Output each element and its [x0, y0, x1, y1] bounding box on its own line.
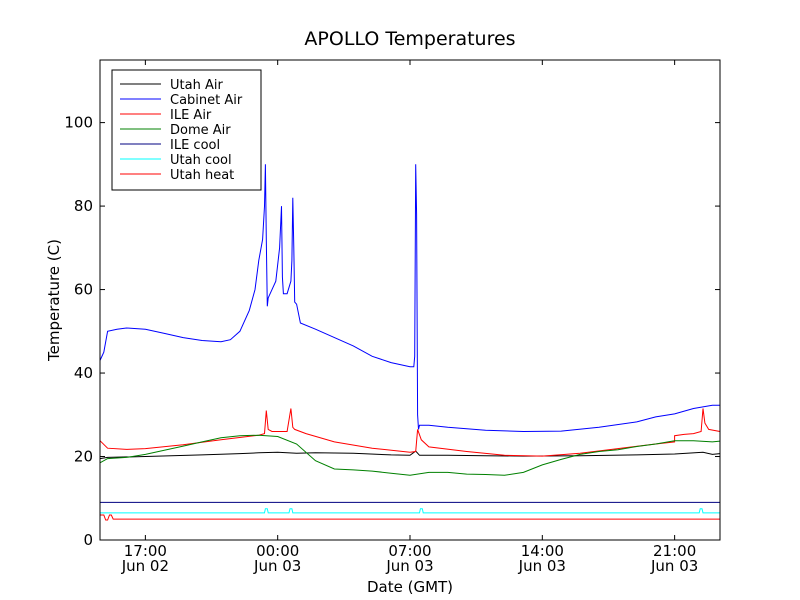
series-line-dome-air	[99, 434, 721, 476]
series-line-utah-heat	[100, 514, 720, 521]
legend-label: Utah heat	[170, 168, 234, 183]
x-tick-label-time: 17:00	[124, 542, 167, 560]
series-line-utah-air	[99, 450, 721, 460]
legend-label: Utah Air	[170, 78, 223, 93]
x-tick-label-date: Jun 02	[121, 557, 169, 575]
legend-label: Dome Air	[170, 123, 231, 138]
legend-box	[111, 69, 262, 191]
y-tick-label: 20	[74, 448, 93, 466]
y-tick-label: 0	[83, 531, 93, 549]
x-tick-label-time: 14:00	[521, 542, 564, 560]
x-axis-label: Date (GMT)	[367, 578, 453, 596]
x-tick-label-time: 07:00	[388, 542, 431, 560]
legend-label: ILE cool	[170, 138, 220, 153]
y-tick-label: 60	[74, 281, 93, 299]
x-tick-label-date: Jun 03	[253, 557, 301, 575]
legend-label: Cabinet Air	[170, 93, 243, 108]
x-tick-label-date: Jun 03	[518, 557, 566, 575]
y-axis-label: Temperature (C)	[45, 239, 63, 362]
y-tick-label: 40	[74, 364, 93, 382]
series-layer	[99, 164, 721, 521]
legend-label: Utah cool	[170, 153, 232, 168]
legend-label: ILE Air	[170, 108, 212, 123]
chart-title: APOLLO Temperatures	[304, 28, 515, 50]
series-line-utah-cool	[100, 508, 720, 514]
y-tick-label: 80	[74, 197, 93, 215]
x-tick-label-date: Jun 03	[385, 557, 433, 575]
y-tick-label: 100	[64, 114, 93, 132]
series-line-cabinet-air	[99, 164, 720, 433]
x-tick-label-date: Jun 03	[650, 557, 698, 575]
x-tick-label-time: 21:00	[653, 542, 696, 560]
x-tick-label-time: 00:00	[256, 542, 299, 560]
